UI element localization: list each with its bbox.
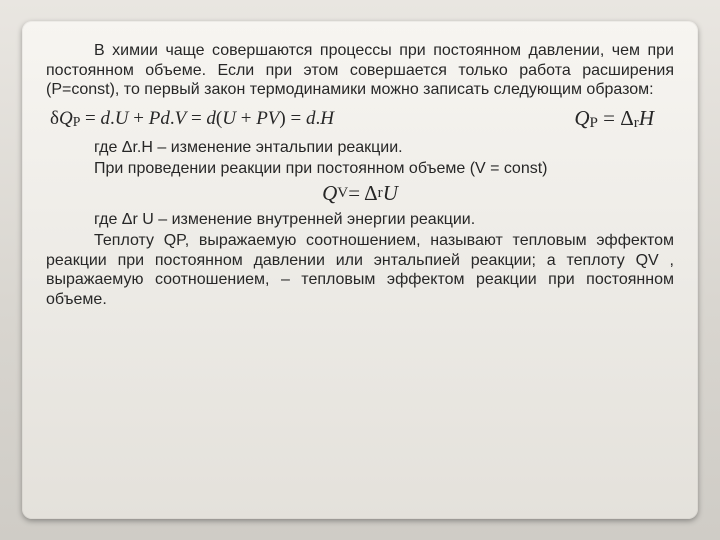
paragraph-4: где Δr U – изменение внутренней энергии … bbox=[46, 210, 674, 230]
paragraph-2: где Δr.H – изменение энтальпии реакции. bbox=[46, 138, 674, 158]
equation-row-1: δQP = d.U + Pd.V = d(U + PV) = d.H QP = … bbox=[50, 106, 670, 132]
paragraph-5: Теплоту QP, выражаемую соотношением, наз… bbox=[46, 231, 674, 309]
slide-card: В химии чаще совершаются процессы при по… bbox=[22, 21, 698, 519]
equation-1-right: QP = ΔrH bbox=[574, 106, 670, 132]
paragraph-1: В химии чаще совершаются процессы при по… bbox=[46, 41, 674, 100]
paragraph-3: При проведении реакции при постоянном об… bbox=[46, 159, 674, 179]
equation-2: QV = ΔrU bbox=[46, 181, 674, 206]
equation-1-left: δQP = d.U + Pd.V = d(U + PV) = d.H bbox=[50, 108, 334, 130]
